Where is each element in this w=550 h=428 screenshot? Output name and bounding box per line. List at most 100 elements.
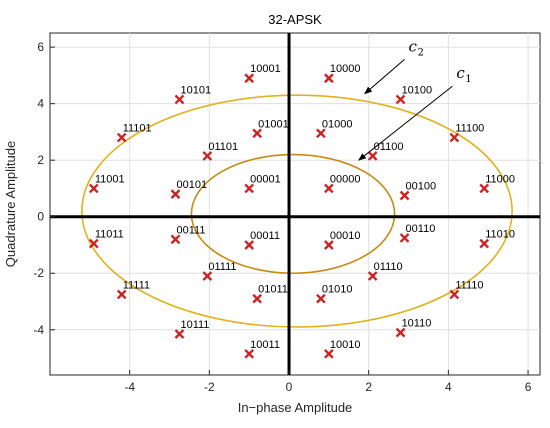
point-label: 10111 [180,319,209,331]
circle-c2 [81,94,513,328]
point-marker-stroke [479,238,490,249]
point-01010: 01010 [316,284,352,304]
point-label: 01110 [374,261,403,273]
point-01100: 01100 [367,141,403,161]
point-10010: 10010 [324,339,360,359]
y-tick-label: -4 [33,323,44,337]
annotation-subscript-c1: 1 [465,74,471,85]
point-marker-stroke [449,132,460,143]
point-10110: 10110 [395,318,432,338]
x-tick-label: 0 [286,380,293,394]
point-label: 00011 [250,230,280,242]
point-marker-stroke [449,289,460,300]
arrow-c1 [358,85,453,161]
point-10000: 10000 [324,63,361,84]
point-label: 01011 [258,284,288,296]
point-label: 01000 [322,118,353,130]
point-00010: 00010 [324,230,361,250]
annotations: c 1c 2 [358,37,472,161]
point-00100: 00100 [399,181,437,201]
point-marker-stroke [88,238,99,249]
y-ticks: -4 -2 0 2 4 6 [33,40,55,337]
point-11101: 11101 [116,123,152,143]
point-marker-stroke [324,348,334,359]
point-01001: 01001 [252,118,289,139]
point-11001: 11001 [88,173,125,194]
point-label: 11111 [123,279,150,291]
point-marker-stroke [324,73,334,84]
point-marker-stroke [324,240,334,250]
x-tick-label: 2 [365,380,372,394]
point-00110: 00110 [399,223,436,243]
x-tick-label: -2 [204,380,215,394]
point-marker-stroke [116,132,127,143]
point-label: 01111 [208,261,236,273]
point-label: 00100 [406,181,437,193]
point-marker-stroke [202,271,213,281]
point-marker-stroke [252,128,263,139]
point-label: 11100 [455,123,484,135]
point-01011: 01011 [252,284,288,304]
point-00001: 00001 [244,173,281,194]
point-marker-stroke [170,189,181,199]
point-label: 11000 [485,173,515,185]
point-label: 00101 [176,179,207,191]
point-label: 01001 [258,118,289,130]
point-marker-stroke [479,183,490,194]
x-axis-label: In−phase Amplitude [238,400,353,415]
point-marker-stroke [244,73,255,84]
point-00111: 00111 [170,224,205,245]
point-marker-stroke [170,234,181,245]
x-ticks: -4 -2 0 2 4 6 [124,370,532,394]
point-10011: 10011 [244,339,280,359]
point-marker-stroke [116,289,127,300]
point-marker-stroke [252,293,263,304]
point-marker-stroke [244,240,255,250]
point-label: 00000 [330,173,361,185]
point-label: 00111 [176,224,205,236]
point-marker-stroke [399,190,410,201]
point-11011: 11011 [88,229,124,249]
point-label: 11001 [95,173,125,185]
x-tick-label: 4 [445,380,452,394]
point-marker-stroke [395,94,406,105]
y-tick-label: 2 [37,153,44,167]
point-marker-stroke [395,327,406,338]
point-label: 11010 [485,229,515,241]
point-marker-stroke [324,183,334,194]
point-label: 11110 [455,279,483,291]
annotation-label-c1: c [456,64,465,82]
point-11100: 11100 [449,123,484,143]
point-marker-stroke [316,293,326,304]
y-tick-label: 0 [37,210,44,224]
point-label: 00010 [330,230,361,242]
point-label: 10110 [402,318,432,330]
point-label: 10000 [330,63,361,75]
point-label: 10100 [402,84,433,96]
point-label: 00110 [406,223,436,235]
point-label: 10101 [180,84,211,96]
point-marker-stroke [88,183,99,194]
point-label: 11101 [123,123,152,135]
x-tick-label: 6 [525,380,532,394]
point-marker-stroke [202,151,213,161]
point-label: 00001 [250,173,281,185]
y-tick-label: 6 [37,40,44,54]
point-00011: 00011 [244,230,280,250]
y-tick-label: 4 [37,97,44,111]
annotation-subscript-c2: 2 [418,47,424,58]
point-label: 10011 [250,339,280,351]
point-01111: 01111 [202,261,236,281]
point-marker-stroke [174,94,185,105]
point-00000: 00000 [324,173,361,194]
point-01101: 01101 [202,141,238,161]
plot-background [49,32,541,376]
point-11111: 11111 [116,279,150,300]
point-10101: 10101 [174,84,211,105]
y-axis-label: Quadrature Amplitude [3,141,18,267]
circles [81,94,513,328]
point-marker-stroke [367,151,378,161]
chart-title: 32-APSK [268,12,322,27]
point-marker-stroke [174,329,185,339]
x-tick-label: -4 [124,380,135,394]
